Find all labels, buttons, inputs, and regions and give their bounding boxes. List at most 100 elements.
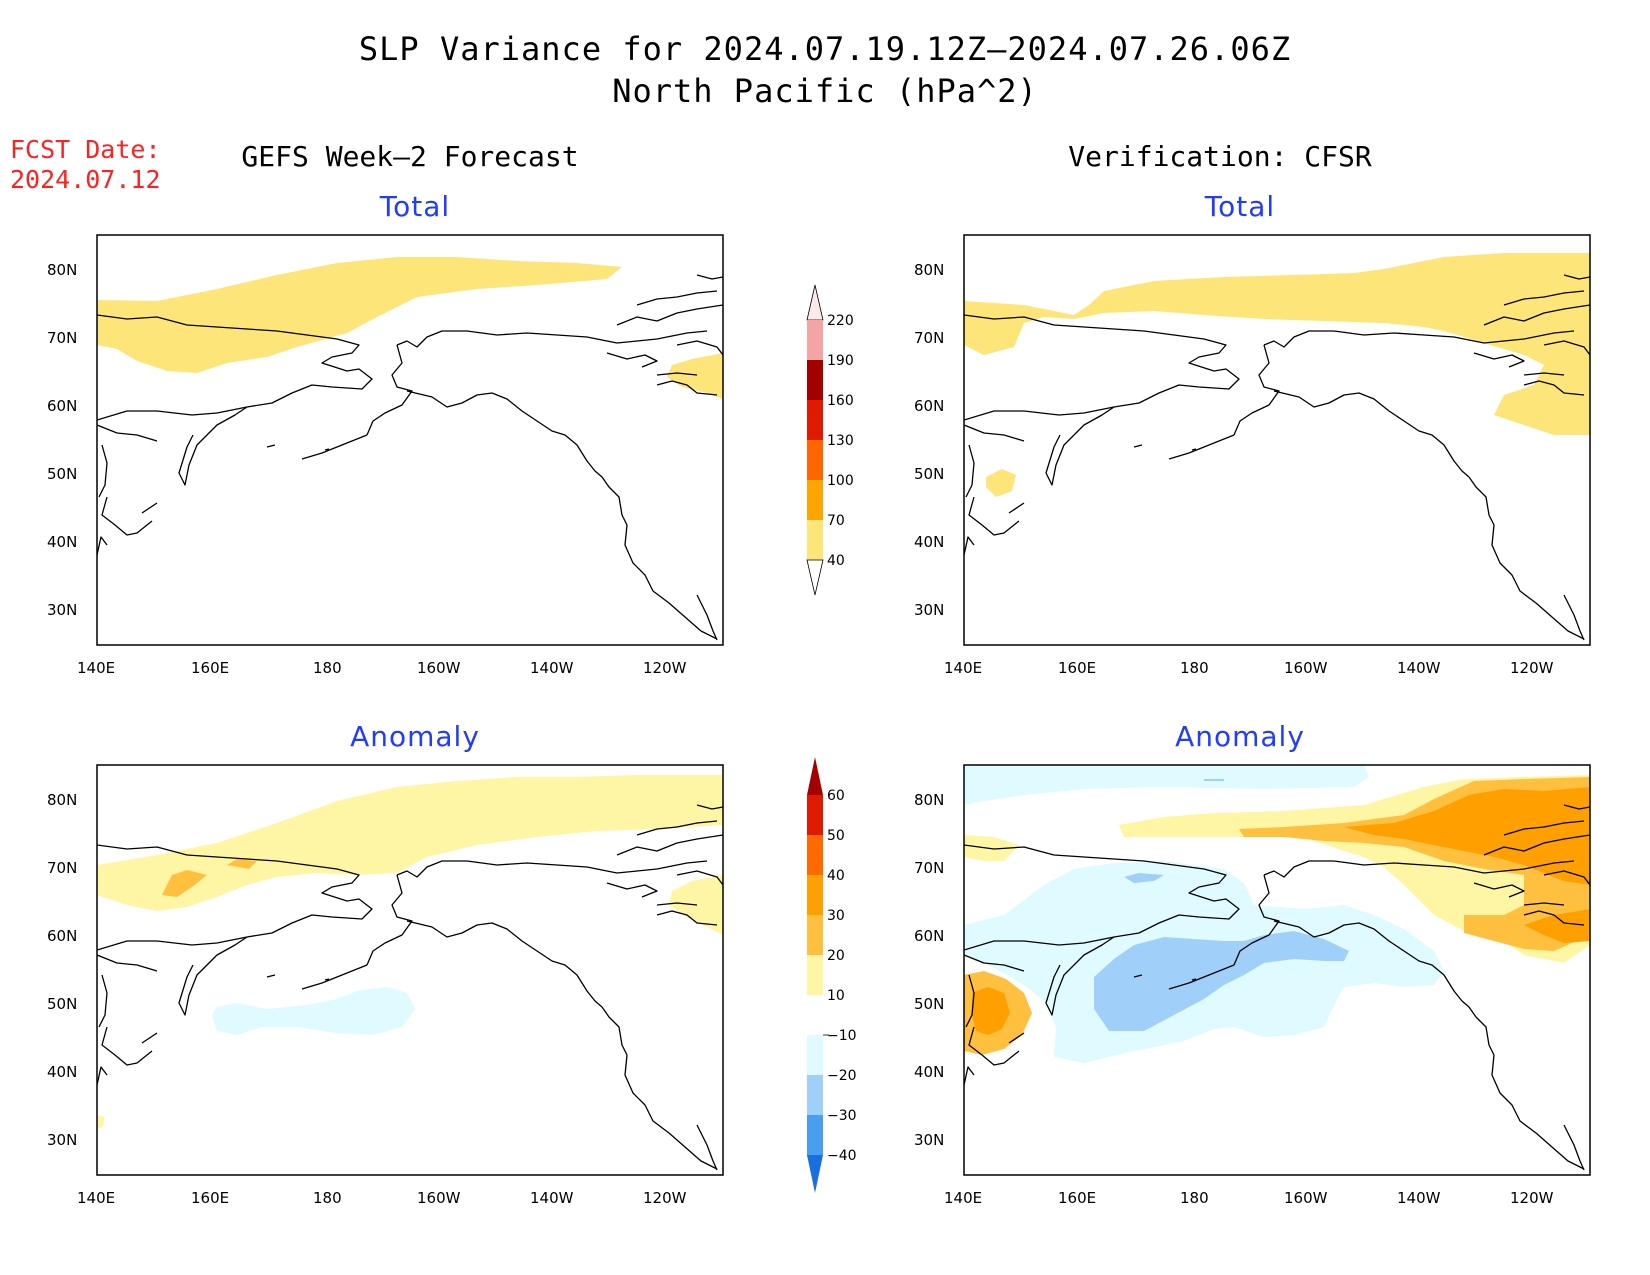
- variance-40-small: [986, 469, 1016, 497]
- main-title: SLP Variance for 2024.07.19.12Z–2024.07.…: [358, 30, 1292, 68]
- lat-40n: 40N: [47, 533, 77, 551]
- anomaly-label-60: 60: [827, 788, 845, 804]
- lat-70n: 70N: [47, 859, 77, 877]
- lon-160e: 160E: [191, 659, 229, 677]
- total-label-100: 100: [827, 473, 854, 489]
- lon-140w: 140W: [1397, 1189, 1441, 1207]
- anomaly-neg20-main: [1094, 931, 1349, 1031]
- total-colorbar-swatch-1: [807, 360, 823, 400]
- anomaly-20-patch: [162, 870, 207, 897]
- anomaly-colorbar-swatch-20: [807, 915, 823, 955]
- total-colorbar-swatch-0: [807, 320, 823, 360]
- anomaly-label-20: 20: [827, 948, 845, 964]
- anomaly-colorbar-bottom-triangle: [807, 1155, 823, 1193]
- anomaly-colorbar-swatch-50: [807, 795, 823, 835]
- anomaly-colorbar-swatch-neg10: [807, 1035, 823, 1075]
- anomaly-label-neg20: −20: [827, 1068, 857, 1084]
- lon-140w: 140W: [530, 1189, 574, 1207]
- anomaly-20-patch-2: [227, 859, 257, 869]
- lon-120w: 120W: [643, 659, 687, 677]
- lon-180: 180: [1180, 1189, 1209, 1207]
- lon-140w: 140W: [1397, 659, 1441, 677]
- fcst-date-value: 2024.07.12: [10, 165, 161, 194]
- lat-40n: 40N: [914, 533, 944, 551]
- lat-80n: 80N: [47, 261, 77, 279]
- lat-50n: 50N: [47, 465, 77, 483]
- anomaly-colorbar-swatch-40: [807, 835, 823, 875]
- total-colorbar-swatch-3: [807, 440, 823, 480]
- lat-60n: 60N: [914, 397, 944, 415]
- total-colorbar-swatch-4: [807, 480, 823, 520]
- lon-120w: 120W: [1510, 659, 1554, 677]
- forecast-total-lat-labels: 80N 70N 60N 50N 40N 30N: [47, 261, 77, 619]
- lat-40n: 40N: [914, 1063, 944, 1081]
- lat-60n: 60N: [47, 927, 77, 945]
- forecast-total-svg: 80N 70N 60N 50N 40N 30N 140E 160E 180 16…: [47, 234, 724, 677]
- lat-70n: 70N: [47, 329, 77, 347]
- lon-120w: 120W: [1510, 1189, 1554, 1207]
- verification-anomaly-svg: 80N 70N 60N 50N 40N 30N 140E 160E 180 16…: [914, 764, 1591, 1207]
- verification-anomaly-map: 80N 70N 60N 50N 40N 30N 140E 160E 180 16…: [912, 764, 1592, 1207]
- lat-50n: 50N: [47, 995, 77, 1013]
- anomaly-neg20-small: [1124, 873, 1164, 883]
- lat-30n: 30N: [914, 601, 944, 619]
- main-subtitle: North Pacific (hPa^2): [612, 72, 1038, 110]
- lat-50n: 50N: [914, 465, 944, 483]
- lat-40n: 40N: [47, 1063, 77, 1081]
- anomaly-label-neg30: −30: [827, 1108, 857, 1124]
- lat-30n: 30N: [47, 601, 77, 619]
- forecast-anomaly-lat-labels: 80N 70N 60N 50N 40N 30N: [47, 791, 77, 1149]
- anomaly-colorbar-swatch-neg30: [807, 1115, 823, 1155]
- right-column-title: Verification: CFSR: [1068, 140, 1372, 173]
- lon-140e: 140E: [944, 1189, 982, 1207]
- anomaly-colorbar-swatch-0: [807, 995, 823, 1035]
- forecast-anomaly-lon-labels: 140E 160E 180 160W 140W 120W: [77, 1189, 687, 1207]
- total-colorbar-swatch-5: [807, 520, 823, 560]
- forecast-anomaly-svg: 80N 70N 60N 50N 40N 30N 140E 160E 180 16…: [47, 764, 724, 1207]
- lon-120w: 120W: [643, 1189, 687, 1207]
- lat-60n: 60N: [47, 397, 77, 415]
- anomaly-10-small: [97, 1115, 105, 1129]
- total-label-70: 70: [827, 513, 845, 529]
- total-colorbar-top-triangle: [806, 284, 824, 321]
- total-label-190: 190: [827, 353, 854, 369]
- anomaly-label-neg40: −40: [827, 1148, 857, 1164]
- anomaly-10-west: [964, 835, 1019, 861]
- total-colorbar: 220 190 160 130 100 70 40: [795, 280, 875, 620]
- left-column-title: GEFS Week–2 Forecast: [241, 140, 579, 173]
- verification-total-lat-labels: 80N 70N 60N 50N 40N 30N: [914, 261, 944, 619]
- total-colorbar-svg: 220 190 160 130 100 70 40: [806, 284, 854, 596]
- lon-140e: 140E: [77, 659, 115, 677]
- lon-160e: 160E: [191, 1189, 229, 1207]
- verification-total-map: 80N 70N 60N 50N 40N 30N 140E 160E 180 16…: [912, 234, 1592, 677]
- total-label-220: 220: [827, 313, 854, 329]
- anomaly-label-neg10: −10: [827, 1028, 857, 1044]
- anomaly-colorbar-swatch-10: [807, 955, 823, 995]
- lat-50n: 50N: [914, 995, 944, 1013]
- forecast-total-map: 80N 70N 60N 50N 40N 30N 140E 160E 180 16…: [45, 234, 725, 677]
- lon-160e: 160E: [1058, 1189, 1096, 1207]
- anomaly-colorbar-top-triangle: [807, 757, 823, 795]
- lon-160w: 160W: [1284, 1189, 1328, 1207]
- anomaly-10-band: [97, 775, 723, 911]
- lon-160e: 160E: [1058, 659, 1096, 677]
- lon-140e: 140E: [944, 659, 982, 677]
- anomaly-30-band: [1344, 787, 1590, 885]
- verification-anomaly-lat-labels: 80N 70N 60N 50N 40N 30N: [914, 791, 944, 1149]
- anomaly-neg10-top: [964, 765, 1369, 805]
- lat-70n: 70N: [914, 859, 944, 877]
- lon-140e: 140E: [77, 1189, 115, 1207]
- anomaly-colorbar-swatch-30: [807, 875, 823, 915]
- lon-160w: 160W: [417, 659, 461, 677]
- lon-180: 180: [313, 659, 342, 677]
- forecast-anomaly-map: 80N 70N 60N 50N 40N 30N 140E 160E 180 16…: [45, 764, 725, 1207]
- total-colorbar-bottom-triangle: [806, 559, 824, 596]
- anomaly-30-west: [972, 987, 1010, 1035]
- lat-30n: 30N: [47, 1131, 77, 1149]
- verification-total-title: Total: [1204, 190, 1276, 223]
- anomaly-neg10-band: [212, 987, 415, 1035]
- lon-160w: 160W: [1284, 659, 1328, 677]
- lon-140w: 140W: [530, 659, 574, 677]
- forecast-anomaly-title: Anomaly: [350, 720, 480, 753]
- anomaly-label-50: 50: [827, 828, 845, 844]
